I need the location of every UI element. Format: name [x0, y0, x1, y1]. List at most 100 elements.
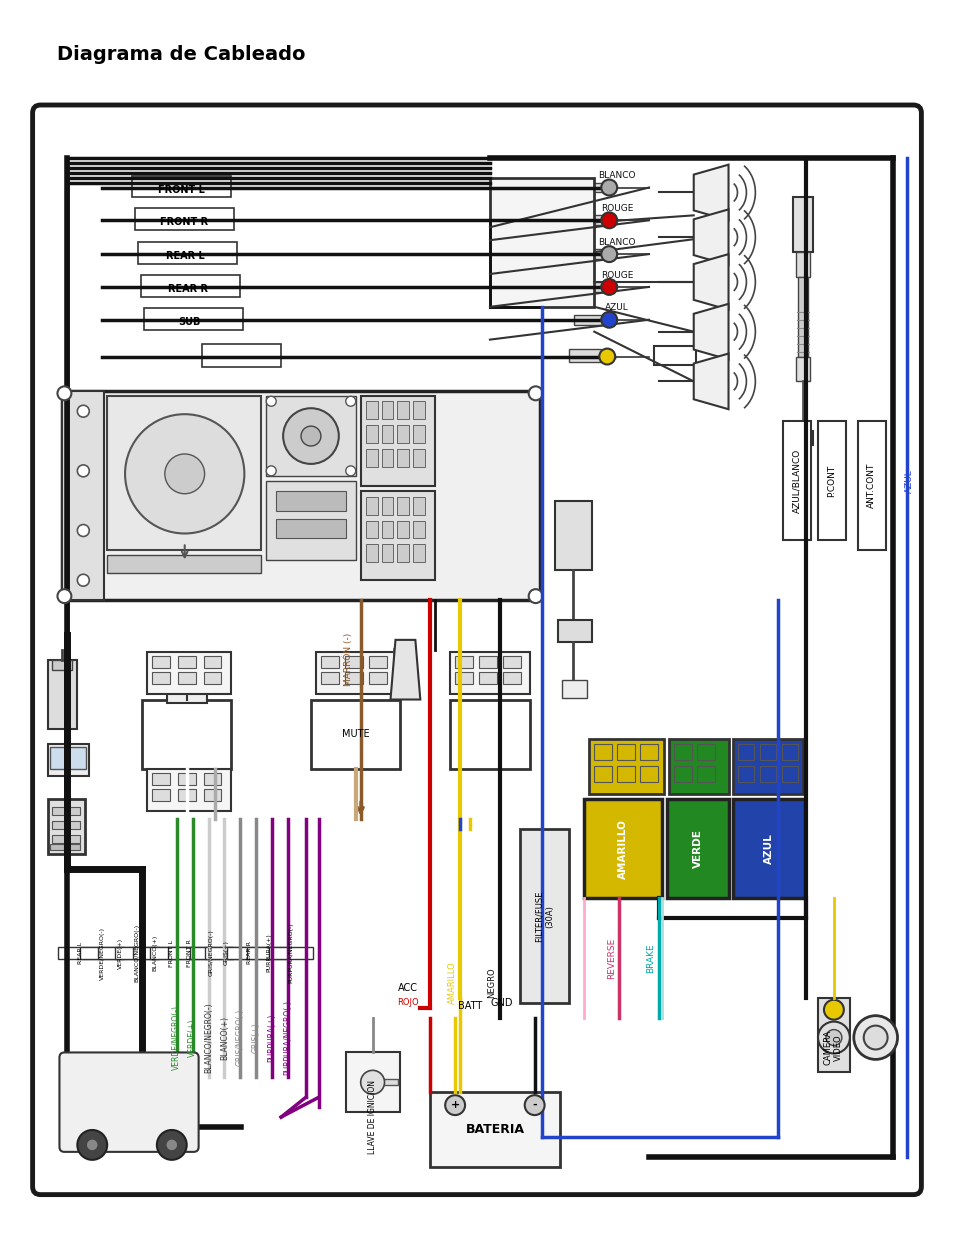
Bar [48, 799, 85, 853]
Bar [381, 450, 393, 467]
Bar [393, 659, 415, 668]
Bar [455, 656, 473, 668]
Bar [177, 672, 195, 684]
Bar [455, 672, 473, 684]
Text: GRIS/NEGRO(-): GRIS/NEGRO(-) [209, 930, 213, 977]
Circle shape [862, 1025, 886, 1050]
Bar [378, 1079, 398, 1086]
Bar [574, 215, 603, 225]
Bar [574, 315, 603, 325]
Circle shape [600, 246, 617, 262]
Circle shape [57, 589, 71, 603]
Bar [733, 799, 804, 898]
Text: GND: GND [490, 998, 513, 1008]
Bar [781, 745, 798, 761]
Bar [58, 947, 102, 960]
Bar [80, 947, 124, 960]
Text: BRAKE: BRAKE [646, 944, 655, 973]
Bar [381, 545, 393, 562]
Bar [115, 947, 159, 960]
Text: FILTER/FUSE
(30A): FILTER/FUSE (30A) [535, 890, 554, 942]
Circle shape [600, 179, 617, 195]
Circle shape [266, 396, 275, 406]
Bar [413, 401, 425, 419]
Text: REAR L: REAR L [166, 251, 205, 261]
Bar [594, 766, 612, 782]
Bar [320, 672, 338, 684]
Bar [144, 308, 243, 330]
Bar [360, 396, 435, 485]
Text: BLANCO/NEGRO(-): BLANCO/NEGRO(-) [204, 1003, 213, 1073]
Bar [397, 450, 409, 467]
Bar [594, 745, 612, 761]
Text: BATERIA: BATERIA [465, 1124, 524, 1136]
Bar [574, 183, 603, 193]
Bar [589, 740, 663, 794]
Bar [150, 947, 193, 960]
Bar [673, 766, 691, 782]
FancyBboxPatch shape [59, 1052, 198, 1152]
Bar [413, 545, 425, 562]
Text: VERDE: VERDE [692, 829, 702, 868]
Bar [269, 947, 313, 960]
Bar [792, 198, 812, 252]
Circle shape [166, 1139, 177, 1151]
Text: FRONT L: FRONT L [169, 940, 174, 967]
Bar [152, 656, 170, 668]
Text: FRONT L: FRONT L [158, 184, 205, 194]
Bar [413, 521, 425, 538]
Bar [311, 699, 400, 769]
Polygon shape [693, 164, 728, 220]
Circle shape [125, 414, 244, 534]
Circle shape [853, 1015, 897, 1060]
Bar [138, 242, 237, 264]
Polygon shape [390, 640, 420, 699]
Text: ROUGE: ROUGE [600, 270, 633, 279]
Bar [857, 421, 884, 551]
Text: REAR R: REAR R [247, 941, 252, 965]
Text: VERDE/NEGRO(-): VERDE/NEGRO(-) [172, 1005, 181, 1070]
Bar [796, 357, 809, 382]
Text: VERDE(+): VERDE(+) [188, 1019, 197, 1057]
Circle shape [528, 387, 542, 400]
Text: REVERSE: REVERSE [606, 937, 615, 978]
Bar [393, 684, 415, 693]
Text: SUB: SUB [178, 316, 201, 327]
Bar [177, 656, 195, 668]
Bar [397, 496, 409, 515]
Bar [177, 789, 195, 802]
Bar [569, 348, 600, 363]
Bar [519, 829, 569, 1003]
Bar [365, 450, 377, 467]
Circle shape [77, 405, 90, 417]
Circle shape [77, 464, 90, 477]
Bar [168, 947, 212, 960]
Bar [696, 745, 714, 761]
Bar [397, 521, 409, 538]
Circle shape [524, 1095, 544, 1115]
Text: ANT.CONT: ANT.CONT [866, 463, 875, 509]
Bar [315, 652, 395, 694]
Text: AMARILLO: AMARILLO [447, 962, 456, 1004]
Text: BLANCO/NEGRO(-): BLANCO/NEGRO(-) [134, 924, 139, 982]
Bar [639, 745, 658, 761]
Bar [360, 490, 435, 580]
Bar [696, 766, 714, 782]
Bar [48, 659, 77, 730]
Bar [77, 1057, 181, 1102]
Bar [557, 620, 592, 642]
Bar [344, 672, 362, 684]
Polygon shape [693, 304, 728, 359]
Bar [365, 521, 377, 538]
Bar [345, 1052, 400, 1112]
Circle shape [598, 348, 615, 364]
Circle shape [445, 1095, 464, 1115]
Bar [365, 496, 377, 515]
Bar [666, 799, 728, 898]
Bar [266, 480, 355, 561]
Circle shape [360, 1071, 384, 1094]
Bar [275, 519, 345, 538]
Bar [201, 343, 281, 368]
Bar [617, 745, 635, 761]
Bar [62, 391, 104, 600]
